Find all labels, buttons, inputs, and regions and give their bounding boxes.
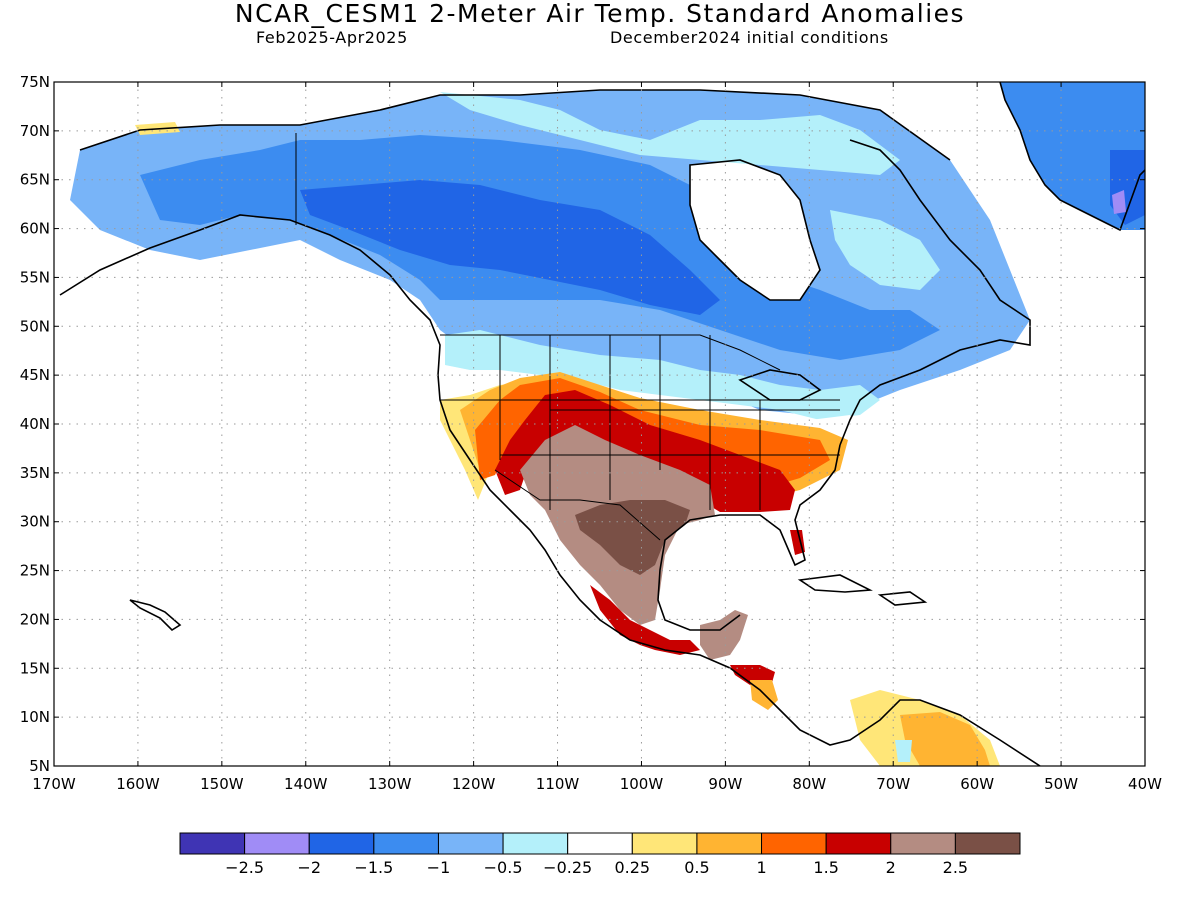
colorbar-swatch	[308, 832, 375, 855]
colorbar-label: −2.5	[225, 858, 264, 877]
us-dark-red-band	[495, 390, 795, 512]
colorbar-label: 0.5	[684, 858, 709, 877]
state-lines	[440, 335, 840, 510]
lat-tick-label: 10N	[20, 708, 50, 726]
forecast-period: Feb2025-Apr2025	[256, 28, 408, 47]
colorbar-label: 0.25	[614, 858, 650, 877]
lon-tick-label: 80W	[792, 775, 826, 793]
colorbar-swatch	[631, 832, 698, 855]
greenland-coastline	[999, 82, 1145, 232]
lat-tick-label: 60N	[20, 220, 50, 238]
lon-tick-label: 90W	[708, 775, 742, 793]
colorbar-label: 2	[886, 858, 896, 877]
gulf-coastline	[657, 444, 841, 631]
lat-tick-label: 50N	[20, 317, 50, 335]
colorbar-swatch	[954, 832, 1021, 855]
hawaii-outline	[129, 599, 182, 632]
colorbar-swatch	[502, 832, 569, 855]
lat-tick-label: 65N	[20, 171, 50, 189]
greenland-anomaly	[1000, 82, 1145, 230]
arctic-light-cyan	[440, 92, 900, 175]
north-america-coastline	[59, 214, 1041, 766]
latitude-axis: 75N 70N 65N 60N 55N 50N 45N 40N 35N 30N 25N 20N 15N 1…	[20, 73, 1145, 775]
lat-tick-label: 30N	[20, 513, 50, 531]
colorbar-label: −0.25	[543, 858, 592, 877]
colorbar-swatch	[890, 832, 956, 855]
arctic-coastline	[79, 89, 951, 161]
lon-tick-label: 170W	[32, 775, 76, 793]
colorbar-labels: −2.5 −2 −1.5 −1 −0.5 −0.25 0.25 0.5 1 1.5 2 2.5	[225, 858, 968, 877]
lon-tick-label: 120W	[452, 775, 496, 793]
hispaniola-outline	[877, 591, 928, 606]
colorbar-label: −1	[427, 858, 451, 877]
lon-tick-label: 110W	[536, 775, 580, 793]
colorbar-swatch	[696, 832, 763, 855]
colorbar-swatch	[567, 832, 633, 855]
colorbar-label: 2.5	[943, 858, 968, 877]
cuba-outline	[797, 574, 873, 593]
colorbar-label: 1.5	[813, 858, 838, 877]
lon-tick-label: 130W	[368, 775, 412, 793]
colorbar-swatch	[437, 832, 504, 855]
colorbar-label: 1	[756, 858, 766, 877]
lat-tick-label: 40N	[20, 415, 50, 433]
lat-tick-label: 75N	[20, 73, 50, 91]
us-mexico-border	[494, 469, 661, 541]
lat-tick-label: 70N	[20, 122, 50, 140]
lat-tick-label: 55N	[20, 268, 50, 286]
greenland-purple-spot	[1112, 190, 1126, 214]
lat-tick-label: 20N	[20, 610, 50, 628]
lat-tick-label: 35N	[20, 464, 50, 482]
mexico-west-red	[590, 585, 700, 655]
northeast-coastline	[839, 139, 1031, 446]
hudson-bay-outline	[689, 159, 821, 301]
lon-tick-label: 50W	[1044, 775, 1078, 793]
lon-tick-label: 40W	[1128, 775, 1162, 793]
lat-tick-label: 25N	[20, 562, 50, 580]
south-america-orange	[900, 712, 990, 766]
initial-conditions: December2024 initial conditions	[610, 28, 889, 47]
political-borders	[295, 133, 840, 541]
mexico-dark-brown	[575, 500, 690, 575]
lon-tick-label: 160W	[116, 775, 160, 793]
lon-tick-label: 140W	[284, 775, 328, 793]
longitude-axis: 170W 160W 150W 140W 130W 120W 110W 100W 90W 80W 70…	[32, 82, 1162, 793]
canada-deep-blue	[300, 180, 720, 315]
colorbar-label: −1.5	[354, 858, 393, 877]
colorbar	[179, 832, 1021, 855]
colorbar-swatch	[179, 832, 246, 855]
lat-tick-label: 45N	[20, 366, 50, 384]
lon-tick-label: 100W	[620, 775, 664, 793]
colorbar-swatch	[761, 832, 827, 855]
quebec-light-cyan	[830, 210, 940, 290]
lat-tick-label: 5N	[29, 757, 50, 775]
lon-tick-label: 70W	[876, 775, 910, 793]
colorbar-label: −2	[297, 858, 321, 877]
map-title: NCAR_CESM1 2-Meter Air Temp. Standard An…	[234, 0, 966, 28]
colorbar-label: −0.5	[484, 858, 523, 877]
south-america-cyan	[895, 740, 912, 762]
lon-tick-label: 60W	[960, 775, 994, 793]
anomaly-shading	[70, 82, 1145, 766]
lat-tick-label: 15N	[20, 659, 50, 677]
florida-red	[790, 530, 805, 555]
colorbar-swatch	[373, 832, 439, 855]
lon-tick-label: 150W	[200, 775, 244, 793]
central-america-brown	[700, 610, 748, 660]
us-canada-border	[440, 334, 781, 371]
colorbar-swatch	[825, 832, 892, 855]
lat-lon-grid	[54, 82, 1145, 766]
colorbar-swatch	[244, 832, 310, 855]
hudson-bay	[690, 160, 820, 300]
